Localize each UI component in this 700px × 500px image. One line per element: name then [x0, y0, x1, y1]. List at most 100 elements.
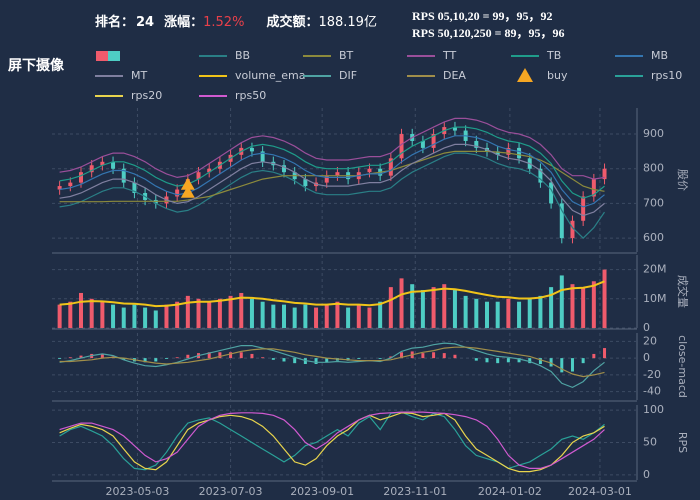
legend-label: DIF — [339, 69, 357, 82]
series-line — [59, 280, 605, 308]
macd-bar — [207, 352, 211, 359]
macd-bar — [143, 358, 147, 363]
macd-bar — [389, 356, 393, 359]
y-axis-label: RPS — [676, 432, 689, 453]
stat-value: 1.52% — [203, 15, 244, 30]
macd-bar — [453, 354, 457, 359]
y-tick-label: 900 — [643, 127, 664, 140]
candle-body — [602, 168, 607, 180]
volume-bar — [68, 301, 73, 328]
candle-body — [249, 147, 254, 152]
legend-swatch — [517, 68, 533, 82]
legend-label: rps10 — [651, 69, 682, 82]
volume-bar — [527, 298, 532, 328]
volume-bar — [506, 298, 511, 328]
volume-bar — [559, 275, 564, 328]
candle-body — [581, 196, 586, 221]
macd-bar — [474, 358, 478, 361]
candle-body — [282, 165, 286, 173]
volume-bar — [111, 304, 116, 328]
candle-body — [68, 182, 73, 187]
macd-bar — [79, 355, 83, 359]
series-line — [59, 411, 605, 471]
macd-bar — [496, 358, 500, 364]
macd-bar — [400, 352, 404, 359]
macd-bar — [175, 357, 179, 359]
candle-body — [89, 165, 94, 173]
y-tick-label: 700 — [643, 196, 664, 209]
volume-bar — [153, 310, 158, 328]
candle-body — [474, 140, 479, 148]
buy-marker — [180, 185, 195, 198]
candle-body — [559, 203, 564, 239]
macd-bar — [58, 358, 62, 359]
volume-bar — [100, 301, 105, 328]
legend-label: volume_ema — [235, 69, 305, 82]
y-axis-label: 股价 — [676, 169, 689, 191]
macd-bar — [538, 358, 542, 364]
y-tick-label: 10M — [643, 292, 667, 305]
candle-body — [591, 179, 596, 197]
stat-value: 24 — [136, 15, 154, 30]
volume-bar — [196, 298, 201, 328]
volume-bar — [271, 304, 276, 328]
legend-label: MT — [131, 69, 147, 82]
macd-bar — [506, 358, 510, 363]
volume-bar — [452, 290, 457, 328]
legend-label: BT — [339, 49, 354, 62]
volume-bar — [367, 307, 372, 328]
volume-bar — [324, 304, 329, 328]
legend-label: rps50 — [235, 89, 266, 102]
x-tick-label: 2023-05-03 — [106, 485, 170, 498]
macd-bar — [229, 352, 233, 359]
macd-bar — [432, 352, 436, 359]
candle-body — [79, 172, 83, 183]
candle-body — [431, 134, 436, 148]
chart-title: 屏下摄像 — [8, 57, 65, 74]
y-axis-label: 成交量 — [676, 275, 690, 308]
candle-body — [367, 168, 372, 173]
macd-bar — [271, 358, 275, 360]
volume-bar — [132, 304, 137, 328]
y-tick-label: -40 — [643, 385, 661, 398]
volume-bar — [57, 304, 62, 328]
y-tick-label: 50 — [643, 436, 657, 449]
volume-bar — [485, 301, 489, 328]
macd-bar — [442, 353, 446, 359]
legend-icon-part — [108, 51, 120, 61]
volume-bar — [335, 301, 340, 328]
y-tick-label: 20M — [643, 263, 667, 276]
macd-bar — [261, 357, 265, 359]
series-line — [59, 342, 605, 389]
rps-note: RPS 05,10,20 = 99，95，92 — [412, 9, 553, 23]
x-tick-label: 2024-01-02 — [478, 485, 542, 498]
legend-label: MB — [651, 49, 668, 62]
candle-body — [420, 140, 425, 148]
candle-body — [196, 172, 201, 180]
volume-bar — [431, 287, 436, 328]
volume-bar — [282, 304, 286, 328]
y-tick-label: 0 — [643, 321, 650, 334]
macd-bar — [485, 358, 489, 363]
candle-body — [57, 186, 62, 190]
series-line — [59, 412, 605, 473]
rps-note: RPS 50,120,250 = 89，95，96 — [412, 26, 565, 40]
candle-body — [549, 182, 554, 204]
volume-bar — [591, 281, 596, 328]
candle-body — [175, 189, 180, 197]
macd-bar — [560, 358, 564, 373]
volume-bar — [164, 304, 169, 328]
candle-body — [207, 168, 212, 173]
stat-value: 188.19亿 — [318, 15, 377, 30]
legend-label: rps20 — [131, 89, 162, 102]
series-line — [59, 117, 605, 180]
macd-bar — [68, 357, 72, 359]
legend-label: BB — [235, 49, 250, 62]
candle-body — [111, 161, 116, 169]
candle-body — [260, 151, 265, 162]
volume-bar — [143, 307, 148, 328]
volume-bar — [303, 304, 308, 328]
legend-label: DEA — [443, 69, 466, 82]
series-line — [59, 143, 605, 217]
